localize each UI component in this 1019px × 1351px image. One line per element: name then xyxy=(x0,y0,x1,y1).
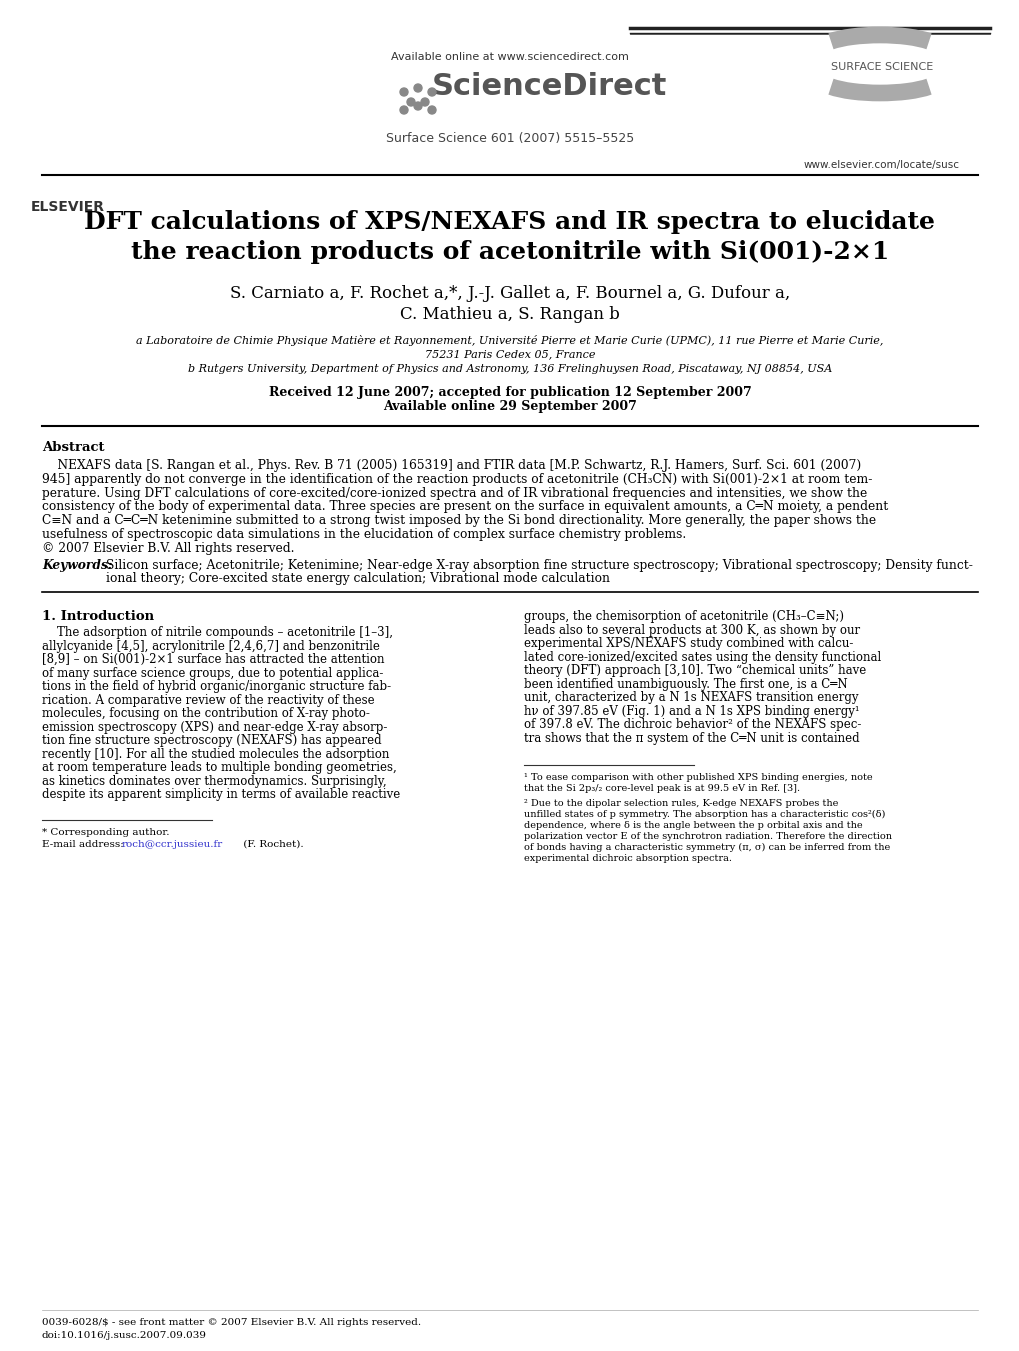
Text: 0039-6028/$ - see front matter © 2007 Elsevier B.V. All rights reserved.: 0039-6028/$ - see front matter © 2007 El… xyxy=(42,1319,421,1327)
Text: at room temperature leads to multiple bonding geometries,: at room temperature leads to multiple bo… xyxy=(42,761,396,774)
Text: 1. Introduction: 1. Introduction xyxy=(42,611,154,623)
Text: ional theory; Core-excited state energy calculation; Vibrational mode calculatio: ional theory; Core-excited state energy … xyxy=(106,573,609,585)
Text: rication. A comparative review of the reactivity of these: rication. A comparative review of the re… xyxy=(42,693,374,707)
Text: of 397.8 eV. The dichroic behavior² of the NEXAFS spec-: of 397.8 eV. The dichroic behavior² of t… xyxy=(524,719,860,731)
Text: NEXAFS data [S. Rangan et al., Phys. Rev. B 71 (2005) 165319] and FTIR data [M.P: NEXAFS data [S. Rangan et al., Phys. Rev… xyxy=(42,459,860,471)
Text: b Rutgers University, Department of Physics and Astronomy, 136 Frelinghuysen Roa: b Rutgers University, Department of Phys… xyxy=(187,363,832,374)
Text: lated core-ionized/excited sates using the density functional: lated core-ionized/excited sates using t… xyxy=(524,651,880,663)
Circle shape xyxy=(428,105,435,113)
Text: ² Due to the dipolar selection rules, K-edge NEXAFS probes the: ² Due to the dipolar selection rules, K-… xyxy=(524,800,838,808)
Text: unfilled states of p symmetry. The absorption has a characteristic cos²(δ): unfilled states of p symmetry. The absor… xyxy=(524,811,884,819)
Text: roch@ccr.jussieu.fr: roch@ccr.jussieu.fr xyxy=(122,840,223,848)
Text: [8,9] – on Si(001)-2×1 surface has attracted the attention: [8,9] – on Si(001)-2×1 surface has attra… xyxy=(42,653,384,666)
Text: of bonds having a characteristic symmetry (π, σ) can be inferred from the: of bonds having a characteristic symmetr… xyxy=(524,843,890,852)
Circle shape xyxy=(399,88,408,96)
Text: usefulness of spectroscopic data simulations in the elucidation of complex surfa: usefulness of spectroscopic data simulat… xyxy=(42,528,686,540)
Text: recently [10]. For all the studied molecules the adsorption: recently [10]. For all the studied molec… xyxy=(42,747,389,761)
Text: the reaction products of acetonitrile with Si(001)-2×1: the reaction products of acetonitrile wi… xyxy=(130,240,889,263)
Text: doi:10.1016/j.susc.2007.09.039: doi:10.1016/j.susc.2007.09.039 xyxy=(42,1331,207,1340)
Text: Keywords:: Keywords: xyxy=(42,558,112,571)
Circle shape xyxy=(414,84,422,92)
Text: * Corresponding author.: * Corresponding author. xyxy=(42,828,169,836)
Text: Available online at www.sciencedirect.com: Available online at www.sciencedirect.co… xyxy=(390,51,629,62)
Circle shape xyxy=(399,105,408,113)
Text: molecules, focusing on the contribution of X-ray photo-: molecules, focusing on the contribution … xyxy=(42,707,370,720)
Text: ¹ To ease comparison with other published XPS binding energies, note: ¹ To ease comparison with other publishe… xyxy=(524,773,872,782)
Text: polarization vector E of the synchrotron radiation. Therefore the direction: polarization vector E of the synchrotron… xyxy=(524,832,892,842)
Text: Abstract: Abstract xyxy=(42,440,104,454)
Text: dependence, where δ is the angle between the p orbital axis and the: dependence, where δ is the angle between… xyxy=(524,821,862,831)
Text: 945] apparently do not converge in the identification of the reaction products o: 945] apparently do not converge in the i… xyxy=(42,473,871,486)
Text: that the Si 2p₃/₂ core-level peak is at 99.5 eV in Ref. [3].: that the Si 2p₃/₂ core-level peak is at … xyxy=(524,784,799,793)
Text: leads also to several products at 300 K, as shown by our: leads also to several products at 300 K,… xyxy=(524,624,859,636)
Text: theory (DFT) approach [3,10]. Two “chemical units” have: theory (DFT) approach [3,10]. Two “chemi… xyxy=(524,665,865,677)
Text: (F. Rochet).: (F. Rochet). xyxy=(239,840,304,848)
Text: consistency of the body of experimental data. Three species are present on the s: consistency of the body of experimental … xyxy=(42,500,888,513)
Text: www.elsevier.com/locate/susc: www.elsevier.com/locate/susc xyxy=(803,159,959,170)
Text: tra shows that the π system of the C═N unit is contained: tra shows that the π system of the C═N u… xyxy=(524,732,859,744)
Text: Surface Science 601 (2007) 5515–5525: Surface Science 601 (2007) 5515–5525 xyxy=(385,132,634,145)
Text: E-mail address:: E-mail address: xyxy=(42,840,127,848)
Text: allylcyanide [4,5], acrylonitrile [2,4,6,7] and benzonitrile: allylcyanide [4,5], acrylonitrile [2,4,6… xyxy=(42,640,379,653)
Text: emission spectroscopy (XPS) and near-edge X-ray absorp-: emission spectroscopy (XPS) and near-edg… xyxy=(42,720,387,734)
Text: SURFACE SCIENCE: SURFACE SCIENCE xyxy=(830,62,932,72)
Text: Available online 29 September 2007: Available online 29 September 2007 xyxy=(383,400,636,413)
Text: S. Carniato a, F. Rochet a,*, J.-J. Gallet a, F. Bournel a, G. Dufour a,: S. Carniato a, F. Rochet a,*, J.-J. Gall… xyxy=(229,285,790,303)
Circle shape xyxy=(407,99,415,105)
Text: C. Mathieu a, S. Rangan b: C. Mathieu a, S. Rangan b xyxy=(399,305,620,323)
Circle shape xyxy=(414,101,422,109)
Text: Silicon surface; Acetonitrile; Ketenimine; Near-edge X-ray absorption fine struc: Silicon surface; Acetonitrile; Ketenimin… xyxy=(106,558,972,571)
Text: tion fine structure spectroscopy (NEXAFS) has appeared: tion fine structure spectroscopy (NEXAFS… xyxy=(42,734,381,747)
Text: 75231 Paris Cedex 05, France: 75231 Paris Cedex 05, France xyxy=(424,349,595,359)
Circle shape xyxy=(428,88,435,96)
Text: a Laboratoire de Chimie Physique Matière et Rayonnement, Université Pierre et Ma: a Laboratoire de Chimie Physique Matière… xyxy=(137,335,882,346)
Text: The adsorption of nitrile compounds – acetonitrile [1–3],: The adsorption of nitrile compounds – ac… xyxy=(42,627,392,639)
Text: perature. Using DFT calculations of core-excited/core-ionized spectra and of IR : perature. Using DFT calculations of core… xyxy=(42,486,866,500)
Text: hν of 397.85 eV (Fig. 1) and a N 1s XPS binding energy¹: hν of 397.85 eV (Fig. 1) and a N 1s XPS … xyxy=(524,705,859,717)
Text: DFT calculations of XPS/NEXAFS and IR spectra to elucidate: DFT calculations of XPS/NEXAFS and IR sp… xyxy=(85,209,934,234)
Circle shape xyxy=(421,99,429,105)
Text: of many surface science groups, due to potential applica-: of many surface science groups, due to p… xyxy=(42,666,383,680)
Text: ScienceDirect: ScienceDirect xyxy=(432,72,666,101)
Text: experimental dichroic absorption spectra.: experimental dichroic absorption spectra… xyxy=(524,854,732,863)
Text: Received 12 June 2007; accepted for publication 12 September 2007: Received 12 June 2007; accepted for publ… xyxy=(268,386,751,399)
Text: © 2007 Elsevier B.V. All rights reserved.: © 2007 Elsevier B.V. All rights reserved… xyxy=(42,542,294,555)
Text: despite its apparent simplicity in terms of available reactive: despite its apparent simplicity in terms… xyxy=(42,788,399,801)
Text: tions in the field of hybrid organic/inorganic structure fab-: tions in the field of hybrid organic/ino… xyxy=(42,680,390,693)
Text: ELSEVIER: ELSEVIER xyxy=(31,200,105,213)
Text: experimental XPS/NEXAFS study combined with calcu-: experimental XPS/NEXAFS study combined w… xyxy=(524,638,853,650)
Text: C≡N and a C═C═N ketenimine submitted to a strong twist imposed by the Si bond di: C≡N and a C═C═N ketenimine submitted to … xyxy=(42,515,875,527)
Text: unit, characterized by a N 1s NEXAFS transition energy: unit, characterized by a N 1s NEXAFS tra… xyxy=(524,692,858,704)
Text: as kinetics dominates over thermodynamics. Surprisingly,: as kinetics dominates over thermodynamic… xyxy=(42,774,386,788)
Text: groups, the chemisorption of acetonitrile (CH₃–C≡N;): groups, the chemisorption of acetonitril… xyxy=(524,611,843,623)
Text: been identified unambiguously. The first one, is a C═N: been identified unambiguously. The first… xyxy=(524,678,847,690)
